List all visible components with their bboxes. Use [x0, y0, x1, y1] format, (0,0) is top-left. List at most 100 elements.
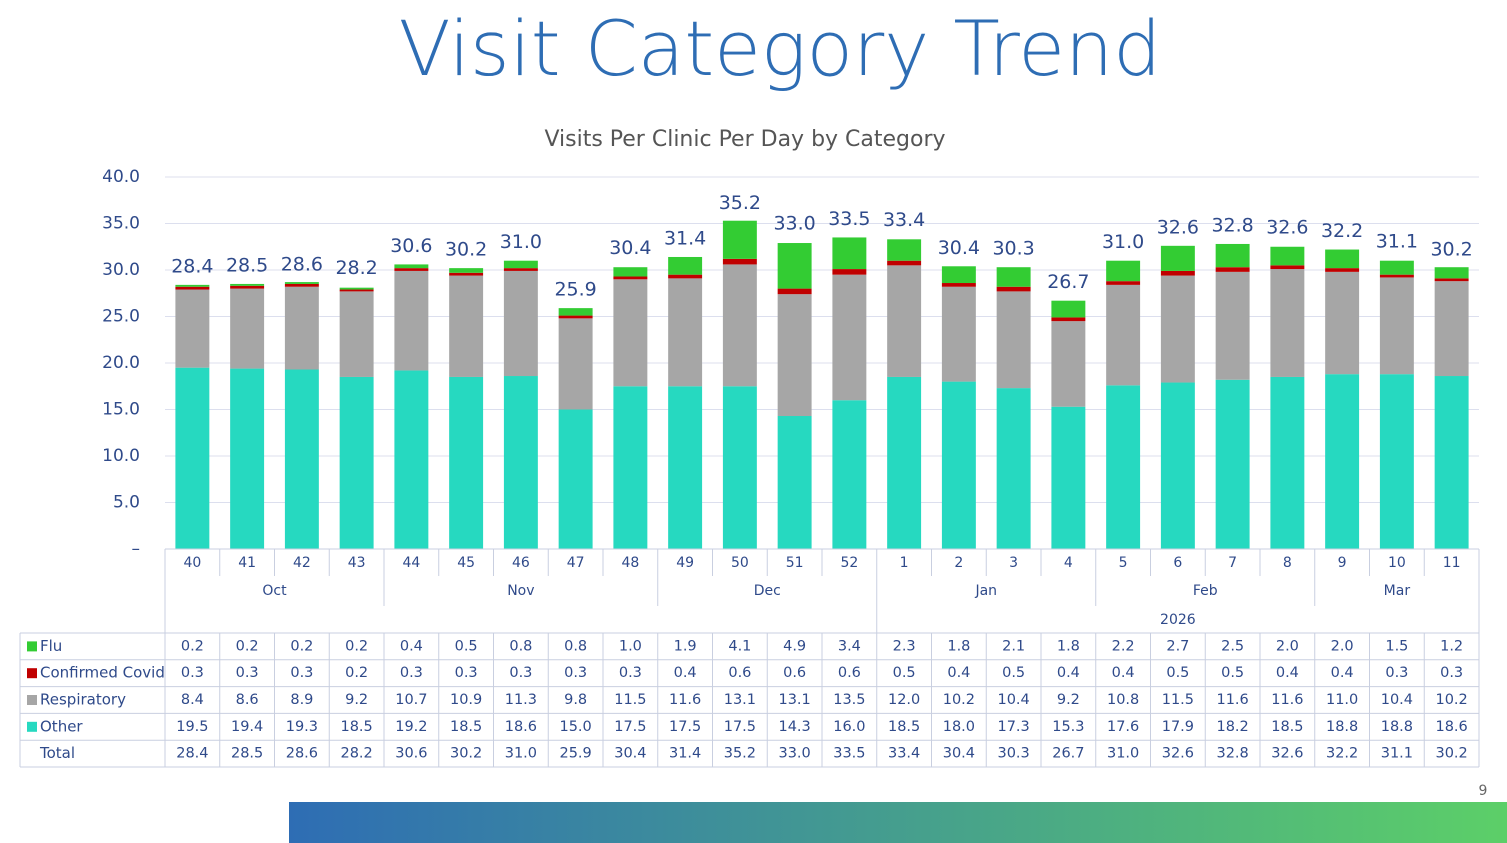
bar-segment — [558, 409, 593, 549]
total-label: 30.3 — [992, 238, 1034, 260]
bar-segment — [1325, 268, 1360, 272]
x-tick-label: 4 — [1064, 555, 1073, 571]
table-cell: 8.6 — [236, 692, 259, 708]
table-cell: 19.3 — [286, 719, 318, 735]
bar-segment — [941, 381, 976, 549]
bar-segment — [175, 367, 210, 549]
table-cell: 9.2 — [345, 692, 368, 708]
table-cell: 30.6 — [395, 746, 427, 762]
bar-segment — [1434, 267, 1469, 279]
x-tick-label: 49 — [676, 555, 694, 571]
bar-segment — [887, 239, 922, 261]
table-cell: 0.3 — [400, 665, 423, 681]
table-cell: 1.8 — [947, 638, 970, 654]
total-label: 28.2 — [335, 257, 377, 279]
table-cell: 0.4 — [947, 665, 970, 681]
table-cell: 0.4 — [1331, 665, 1354, 681]
table-cell: 32.6 — [1271, 746, 1303, 762]
bar-segment — [996, 388, 1031, 549]
bar-segment — [230, 285, 265, 289]
bar-segment — [558, 315, 593, 319]
x-tick-label: 6 — [1173, 555, 1182, 571]
table-cell: 28.2 — [340, 746, 372, 762]
table-cell: 10.4 — [1381, 692, 1413, 708]
x-tick-label: 44 — [402, 555, 420, 571]
table-cell: 11.3 — [505, 692, 537, 708]
total-label: 31.0 — [500, 231, 542, 253]
title: Visit Category Trend — [399, 4, 1162, 93]
total-label: 25.9 — [554, 279, 596, 301]
table-cell: 13.1 — [778, 692, 810, 708]
bar-segment — [832, 269, 867, 275]
table-cell: 15.0 — [559, 719, 591, 735]
bar-segment — [887, 260, 922, 266]
table-cell: 30.4 — [614, 746, 646, 762]
total-label: 30.6 — [390, 235, 432, 257]
table-cell: 1.9 — [674, 638, 697, 654]
table-cell: 4.1 — [728, 638, 751, 654]
total-label: 26.7 — [1047, 271, 1089, 293]
table-cell: 13.5 — [833, 692, 865, 708]
table-cell: 0.2 — [290, 638, 313, 654]
bar-segment — [175, 289, 210, 368]
bar-segment — [1051, 300, 1086, 318]
table-cell: 1.8 — [1057, 638, 1080, 654]
bar-segment — [1434, 278, 1469, 282]
bar-segment — [1270, 246, 1305, 266]
table-cell: 0.2 — [345, 665, 368, 681]
legend-swatch — [27, 668, 37, 679]
table-cell: 0.6 — [783, 665, 806, 681]
table-cell: 2.5 — [1221, 638, 1244, 654]
total-label: 30.4 — [938, 237, 980, 259]
table-cell: 28.6 — [286, 746, 318, 762]
total-label: 35.2 — [719, 192, 761, 214]
bar-segment — [449, 272, 484, 276]
bar-segment — [1270, 265, 1305, 270]
table-cell: 35.2 — [724, 746, 756, 762]
bar-segment — [1379, 277, 1414, 375]
month-label: Oct — [262, 583, 287, 599]
x-tick-label: 9 — [1338, 555, 1347, 571]
total-label: 30.2 — [445, 239, 487, 261]
bar-segment — [1106, 281, 1141, 285]
total-label: 33.0 — [773, 213, 815, 235]
row-label: Total — [39, 744, 75, 762]
table-cell: 0.3 — [619, 665, 642, 681]
table-cell: 0.4 — [674, 665, 697, 681]
total-label: 31.4 — [664, 227, 706, 249]
y-tick-label: 15.0 — [102, 400, 140, 420]
table-cell: 2.2 — [1112, 638, 1135, 654]
total-label: 30.4 — [609, 237, 651, 259]
x-tick-label: 1 — [900, 555, 909, 571]
month-label: Feb — [1193, 583, 1218, 599]
footer-band — [289, 802, 1507, 843]
bar-segment — [722, 258, 757, 265]
table-cell: 8.9 — [290, 692, 313, 708]
bar-segment — [1325, 374, 1360, 549]
table-cell: 12.0 — [888, 692, 920, 708]
table-cell: 1.0 — [619, 638, 642, 654]
table-cell: 0.5 — [893, 665, 916, 681]
bar-segment — [1434, 376, 1469, 549]
table-cell: 18.5 — [450, 719, 482, 735]
table-cell: 18.0 — [943, 719, 975, 735]
x-tick-label: 7 — [1228, 555, 1237, 571]
year-label: 2026 — [1160, 612, 1196, 628]
bar-segment — [175, 286, 210, 290]
table-cell: 9.2 — [1057, 692, 1080, 708]
table-cell: 33.5 — [833, 746, 865, 762]
table-cell: 18.6 — [505, 719, 537, 735]
bar-segment — [722, 386, 757, 549]
total-label: 28.4 — [171, 255, 213, 277]
table-cell: 2.3 — [893, 638, 916, 654]
bar-segment — [668, 274, 703, 279]
table-cell: 18.6 — [1435, 719, 1467, 735]
table-cell: 32.2 — [1326, 746, 1358, 762]
bar-segment — [503, 268, 538, 271]
bar-segment — [449, 275, 484, 377]
table-cell: 10.2 — [1435, 692, 1467, 708]
table-cell: 3.4 — [838, 638, 861, 654]
bar-segment — [941, 283, 976, 287]
bar-segment — [1215, 379, 1250, 549]
bar-segment — [503, 376, 538, 549]
